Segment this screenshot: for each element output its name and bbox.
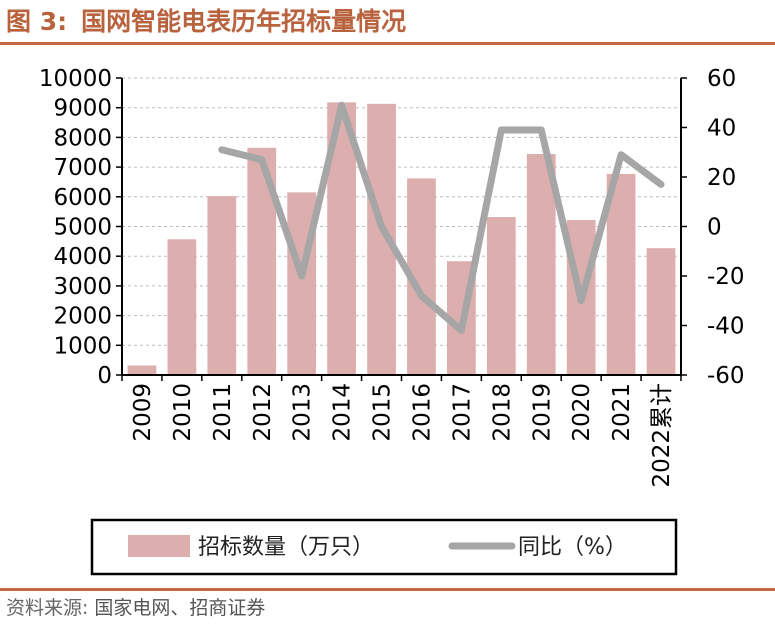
- legend: 招标数量（万只） 同比（%）: [90, 518, 678, 576]
- bar: [526, 154, 556, 375]
- legend-bar-label: 招标数量（万只）: [198, 535, 374, 560]
- left-tick-label: 9000: [53, 96, 112, 122]
- left-tick-label: 10000: [39, 66, 112, 92]
- source-label: 资料来源:: [6, 597, 89, 619]
- right-tick-label: 0: [707, 215, 722, 241]
- right-tick-label: -20: [707, 264, 745, 290]
- x-tick-label: 2016: [409, 383, 435, 442]
- left-tick-label: 4000: [53, 244, 112, 270]
- legend-bar-swatch: [128, 535, 190, 557]
- x-tick-label: 2014: [330, 383, 356, 442]
- right-tick-label: -40: [707, 314, 745, 340]
- bar: [127, 365, 157, 375]
- left-tick-label: 8000: [53, 125, 112, 151]
- source-text: 国家电网、招商证券: [94, 597, 266, 619]
- left-tick-label: 0: [97, 363, 112, 389]
- right-tick-label: 40: [707, 116, 736, 142]
- figure-title: 图 3: 国网智能电表历年招标量情况: [6, 4, 406, 40]
- title-rule: [0, 42, 775, 45]
- x-tick-label: 2021: [609, 383, 635, 442]
- source-rule: [0, 588, 775, 591]
- yoy-line: [218, 101, 665, 334]
- left-tick-label: 3000: [53, 274, 112, 300]
- x-tick-label: 2019: [529, 383, 555, 442]
- left-tick-label: 1000: [53, 333, 112, 359]
- figure-number: 图 3:: [6, 7, 68, 36]
- left-tick-label: 2000: [53, 304, 112, 330]
- left-tick-label: 6000: [53, 185, 112, 211]
- bar: [486, 216, 516, 375]
- bar: [207, 196, 237, 375]
- right-tick-label: -60: [707, 363, 745, 389]
- x-tick-label: 2018: [489, 383, 515, 442]
- bars: [127, 102, 676, 376]
- figure-title-text: 国网智能电表历年招标量情况: [81, 7, 407, 36]
- x-tick-label: 2013: [290, 383, 316, 442]
- bar: [167, 239, 197, 375]
- tick-labels: 0 1000 2000 3000 4000 5000 6000 7000 8000 9000 100…: [39, 66, 745, 488]
- x-tick-label: 2017: [449, 383, 475, 442]
- x-tick-label: 2015: [370, 383, 396, 442]
- x-tick-label: 2011: [210, 383, 236, 442]
- legend-line-label: 同比（%）: [518, 535, 627, 560]
- gridlines: [122, 77, 681, 346]
- bar: [606, 173, 636, 375]
- axes: [116, 77, 687, 381]
- yoy-line-path: [218, 101, 665, 334]
- x-tick-label: 2022累计: [649, 383, 675, 488]
- bar: [646, 248, 676, 375]
- source-note: 资料来源: 国家电网、招商证券: [6, 593, 265, 623]
- left-tick-label: 7000: [53, 155, 112, 181]
- x-tick-label: 2009: [130, 383, 156, 442]
- left-tick-label: 5000: [53, 215, 112, 241]
- x-tick-label: 2010: [170, 383, 196, 442]
- x-tick-label: 2020: [569, 383, 595, 442]
- x-tick-label: 2012: [250, 383, 276, 442]
- right-tick-label: 60: [707, 66, 736, 92]
- right-tick-label: 20: [707, 165, 736, 191]
